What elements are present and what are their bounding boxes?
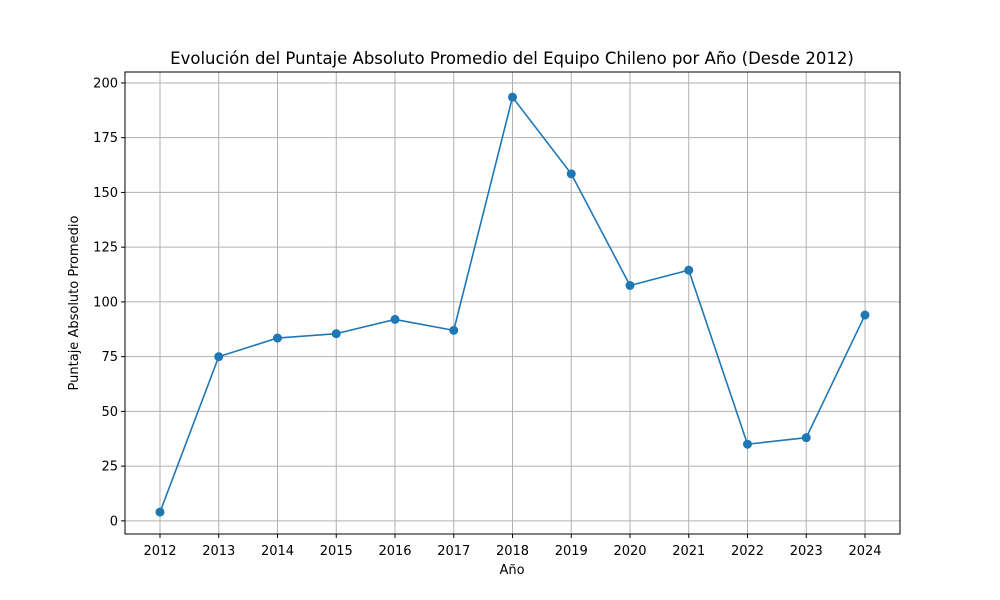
grid [125, 72, 900, 534]
data-point-2013 [214, 352, 224, 362]
y-tick-label: 150 [93, 186, 118, 201]
data-point-2019 [566, 169, 576, 179]
series-group [155, 92, 870, 517]
data-point-2021 [684, 265, 694, 275]
x-tick-label: 2012 [143, 544, 176, 559]
chart-title: Evolución del Puntaje Absoluto Promedio … [170, 49, 854, 68]
x-tick-label: 2024 [848, 544, 881, 559]
y-tick-label: 25 [101, 460, 118, 475]
data-point-2016 [390, 314, 400, 324]
data-point-2022 [743, 439, 752, 449]
y-tick-label: 200 [93, 76, 118, 91]
y-tick-label: 125 [93, 241, 118, 256]
data-point-2017 [449, 325, 459, 335]
y-tick-label: 50 [101, 405, 118, 420]
data-point-2020 [625, 280, 635, 290]
y-axis: 0 25 50 75 100 125 150 175 200 [93, 76, 125, 529]
x-tick-label: 2017 [437, 544, 470, 559]
x-tick-label: 2015 [320, 544, 353, 559]
x-tick-label: 2014 [261, 544, 294, 559]
data-point-2018 [508, 92, 517, 102]
x-tick-label: 2018 [496, 544, 529, 559]
x-axis-label: Año [499, 563, 524, 578]
x-tick-label: 2023 [790, 544, 823, 559]
x-tick-label: 2016 [378, 544, 411, 559]
y-axis-label: Puntaje Absoluto Promedio [67, 216, 82, 391]
x-axis: 2012 2013 2014 2015 2016 2017 2018 2019 2020 2021… [143, 534, 882, 559]
y-tick-label: 0 [110, 514, 118, 529]
y-tick-label: 175 [93, 131, 118, 146]
x-tick-label: 2019 [555, 544, 588, 559]
x-tick-label: 2022 [731, 544, 764, 559]
data-point-2015 [331, 329, 341, 339]
data-point-2014 [273, 333, 282, 343]
data-point-2024 [860, 310, 870, 320]
data-point-2023 [801, 433, 811, 443]
data-point-2012 [155, 507, 165, 517]
x-tick-label: 2021 [672, 544, 705, 559]
x-tick-label: 2020 [613, 544, 646, 559]
x-tick-label: 2013 [202, 544, 235, 559]
y-tick-label: 100 [93, 295, 118, 310]
y-tick-label: 75 [101, 350, 118, 365]
